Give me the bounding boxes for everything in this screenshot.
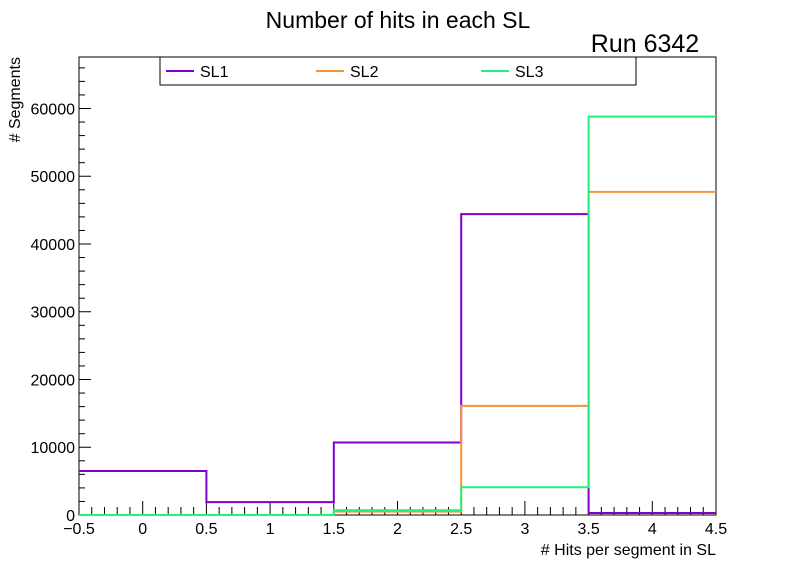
y-tick-label: 0 bbox=[66, 508, 75, 525]
x-tick-label: 4 bbox=[648, 521, 657, 538]
x-tick-labels: −0.5 0 0.5 1 1.5 2 2.5 3 3.5 4 4.5 bbox=[63, 521, 727, 538]
y-tick-label: 50000 bbox=[31, 169, 76, 186]
x-tick-label: 2 bbox=[393, 521, 402, 538]
series-sl3 bbox=[79, 115, 716, 516]
axis-ticks bbox=[78, 67, 717, 516]
y-tick-label: 40000 bbox=[31, 237, 76, 254]
x-tick-label: 0.5 bbox=[195, 521, 217, 538]
chart-title: Number of hits in each SL bbox=[266, 7, 531, 33]
legend-item-sl1: SL1 bbox=[166, 64, 229, 81]
sl1-step-line bbox=[79, 213, 716, 514]
y-tick-labels: 0 10000 20000 30000 40000 50000 60000 bbox=[31, 101, 76, 525]
legend-label: SL3 bbox=[515, 64, 544, 81]
data-series bbox=[79, 115, 716, 516]
y-tick-label: 20000 bbox=[31, 372, 76, 389]
series-sl1 bbox=[79, 213, 716, 514]
series-sl2 bbox=[79, 190, 716, 516]
y-tick-label: 60000 bbox=[31, 101, 76, 118]
x-tick-label: 1 bbox=[266, 521, 275, 538]
y-tick-label: 10000 bbox=[31, 440, 76, 457]
legend-box bbox=[159, 56, 637, 86]
sl2-step-line bbox=[79, 190, 716, 516]
x-tick-label: 3.5 bbox=[577, 521, 599, 538]
run-annotation: Run 6342 bbox=[591, 30, 699, 58]
x-tick-label: 2.5 bbox=[450, 521, 472, 538]
sl3-step-line bbox=[79, 115, 716, 516]
legend: SL1 SL2 SL3 bbox=[159, 56, 637, 86]
x-tick-label: 0 bbox=[138, 521, 147, 538]
x-axis-label: # Hits per segment in SL bbox=[541, 542, 716, 559]
x-tick-label: 4.5 bbox=[705, 521, 727, 538]
legend-item-sl3: SL3 bbox=[481, 64, 544, 81]
legend-label: SL1 bbox=[200, 64, 229, 81]
y-axis-label: # Segments bbox=[7, 57, 24, 142]
legend-label: SL2 bbox=[350, 64, 379, 81]
x-tick-label: 1.5 bbox=[323, 521, 345, 538]
plot-frame bbox=[78, 56, 717, 516]
x-tick-label: −0.5 bbox=[63, 521, 95, 538]
x-tick-label: 3 bbox=[520, 521, 529, 538]
y-tick-label: 30000 bbox=[31, 305, 76, 322]
legend-item-sl2: SL2 bbox=[316, 64, 379, 81]
